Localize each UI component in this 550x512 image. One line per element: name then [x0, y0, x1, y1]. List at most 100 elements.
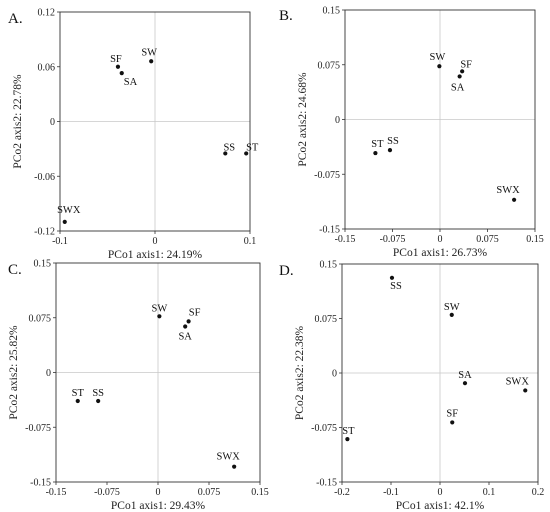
y-tick-label: 0	[332, 369, 337, 380]
point-label-sa: SA	[124, 77, 138, 88]
y-tick-label: 0.075	[29, 313, 52, 324]
point-swx	[511, 197, 517, 202]
x-tick-label: -0.15	[46, 487, 67, 498]
point-sa	[462, 381, 468, 386]
point-label-sa: SA	[458, 370, 472, 381]
point-sw	[437, 64, 442, 69]
point-sw	[149, 59, 154, 64]
y-tick-label: 0.15	[323, 6, 341, 17]
point-label-sw: SW	[141, 47, 157, 58]
point-label-swx: SWX	[496, 185, 520, 196]
point-label-st: ST	[246, 142, 259, 153]
x-tick-label: 0.1	[483, 487, 496, 498]
y-tick-label: 0	[335, 115, 340, 126]
point-label-ss: SS	[92, 388, 104, 399]
point-sa	[183, 324, 188, 329]
point-label-sf: SF	[189, 307, 201, 318]
x-axis-label: PCo1 axis1: 42.1%	[396, 500, 485, 512]
point-label-ss: SS	[390, 281, 402, 292]
y-tick-label: 0.15	[34, 259, 52, 270]
point-label-sw: SW	[429, 52, 445, 63]
x-tick-label: -0.075	[94, 487, 120, 498]
x-tick-label: 0.15	[526, 234, 544, 245]
point-label-sw: SW	[444, 302, 460, 313]
panel-2: -0.15 -0.075 0 0.075 0.15 -0.15 -0.075 0 0.075 0.…	[279, 6, 544, 260]
point-st	[244, 151, 249, 156]
panel-1: -0.1 0 0.1 -0.12 -0.06 0 0.06 0.12 PCo1 axis1: 2…	[8, 8, 259, 262]
point-st	[345, 437, 350, 442]
panel-letter: C.	[8, 262, 22, 278]
y-tick-label: 0.075	[315, 314, 338, 325]
x-tick-label: -0.1	[52, 236, 68, 247]
x-tick-label: 0.075	[198, 487, 221, 498]
x-tick-label: 0	[156, 487, 161, 498]
point-st	[373, 150, 378, 156]
point-label-sf: SF	[460, 59, 472, 70]
point-sf	[186, 319, 191, 324]
y-tick-label: -0.075	[25, 423, 51, 434]
y-tick-label: 0.12	[38, 8, 56, 19]
x-tick-label: 0	[438, 487, 443, 498]
point-sf	[115, 64, 121, 69]
panel-3: -0.15 -0.075 0 0.075 0.15 -0.15 -0.075 0 0.075 0.…	[8, 259, 269, 512]
y-tick-label: -0.15	[316, 478, 337, 489]
point-label-ss: SS	[387, 136, 399, 147]
y-axis-label: PCo2 axis2: 25.82%	[8, 325, 20, 420]
panel-4: -0.2 -0.1 0 0.1 0.2 -0.15 -0.075 0 0.075 0.15 PCo1…	[279, 260, 544, 512]
y-tick-label: -0.12	[34, 227, 55, 238]
x-tick-label: 0.2	[532, 487, 545, 498]
y-tick-label: -0.15	[319, 225, 340, 236]
x-tick-label: 0.1	[244, 236, 257, 247]
x-tick-label: -0.2	[334, 487, 350, 498]
x-tick-label: -0.15	[335, 234, 356, 245]
y-tick-label: -0.075	[311, 423, 337, 434]
point-swx	[523, 388, 528, 393]
x-axis-label: PCo1 axis1: 29.43%	[111, 500, 206, 512]
y-axis-label: PCo2 axis2: 22.78%	[12, 74, 24, 169]
point-label-swx: SWX	[216, 452, 240, 463]
panel-letter: D.	[279, 263, 294, 279]
y-tick-label: -0.15	[30, 478, 51, 489]
x-axis-label: PCo1 axis1: 24.19%	[108, 249, 203, 261]
point-ss	[387, 148, 393, 153]
point-ss	[389, 275, 395, 280]
x-tick-label: -0.1	[383, 487, 399, 498]
point-sw	[157, 314, 162, 319]
point-label-swx: SWX	[57, 205, 81, 216]
x-tick-label: 0	[153, 236, 158, 247]
point-sw	[449, 312, 454, 317]
y-tick-label: 0.075	[318, 60, 341, 71]
point-sa	[457, 74, 462, 79]
point-label-st: ST	[72, 388, 85, 399]
x-axis-label: PCo1 axis1: 26.73%	[393, 247, 488, 259]
point-st	[75, 398, 80, 404]
point-label-ss: SS	[223, 142, 235, 153]
y-tick-label: 0.06	[38, 62, 56, 73]
point-ss	[96, 398, 101, 404]
point-swx	[62, 219, 67, 224]
y-tick-label: 0	[46, 368, 51, 379]
point-label-sa: SA	[178, 332, 192, 343]
x-tick-label: -0.075	[380, 234, 406, 245]
point-label-st: ST	[342, 426, 355, 437]
x-tick-label: 0	[438, 234, 443, 245]
point-label-sa: SA	[451, 82, 465, 93]
y-axis-label: PCo2 axis2: 22.38%	[294, 325, 306, 420]
y-tick-label: 0	[50, 117, 55, 128]
y-axis-label: PCo2 axis2: 24.68%	[297, 72, 309, 167]
panel-letter: B.	[279, 8, 293, 24]
x-tick-label: 0.075	[476, 234, 499, 245]
panel-letter: A.	[8, 11, 23, 27]
point-label-swx: SWX	[506, 376, 530, 387]
point-ss	[223, 151, 228, 156]
point-label-st: ST	[371, 139, 384, 150]
y-tick-label: -0.06	[34, 172, 55, 183]
point-sa	[119, 71, 124, 76]
point-sf	[460, 69, 465, 74]
point-swx	[232, 464, 237, 469]
point-label-sf: SF	[446, 408, 458, 419]
point-label-sf: SF	[110, 54, 122, 65]
point-sf	[450, 420, 455, 425]
y-tick-label: 0.15	[320, 260, 338, 271]
